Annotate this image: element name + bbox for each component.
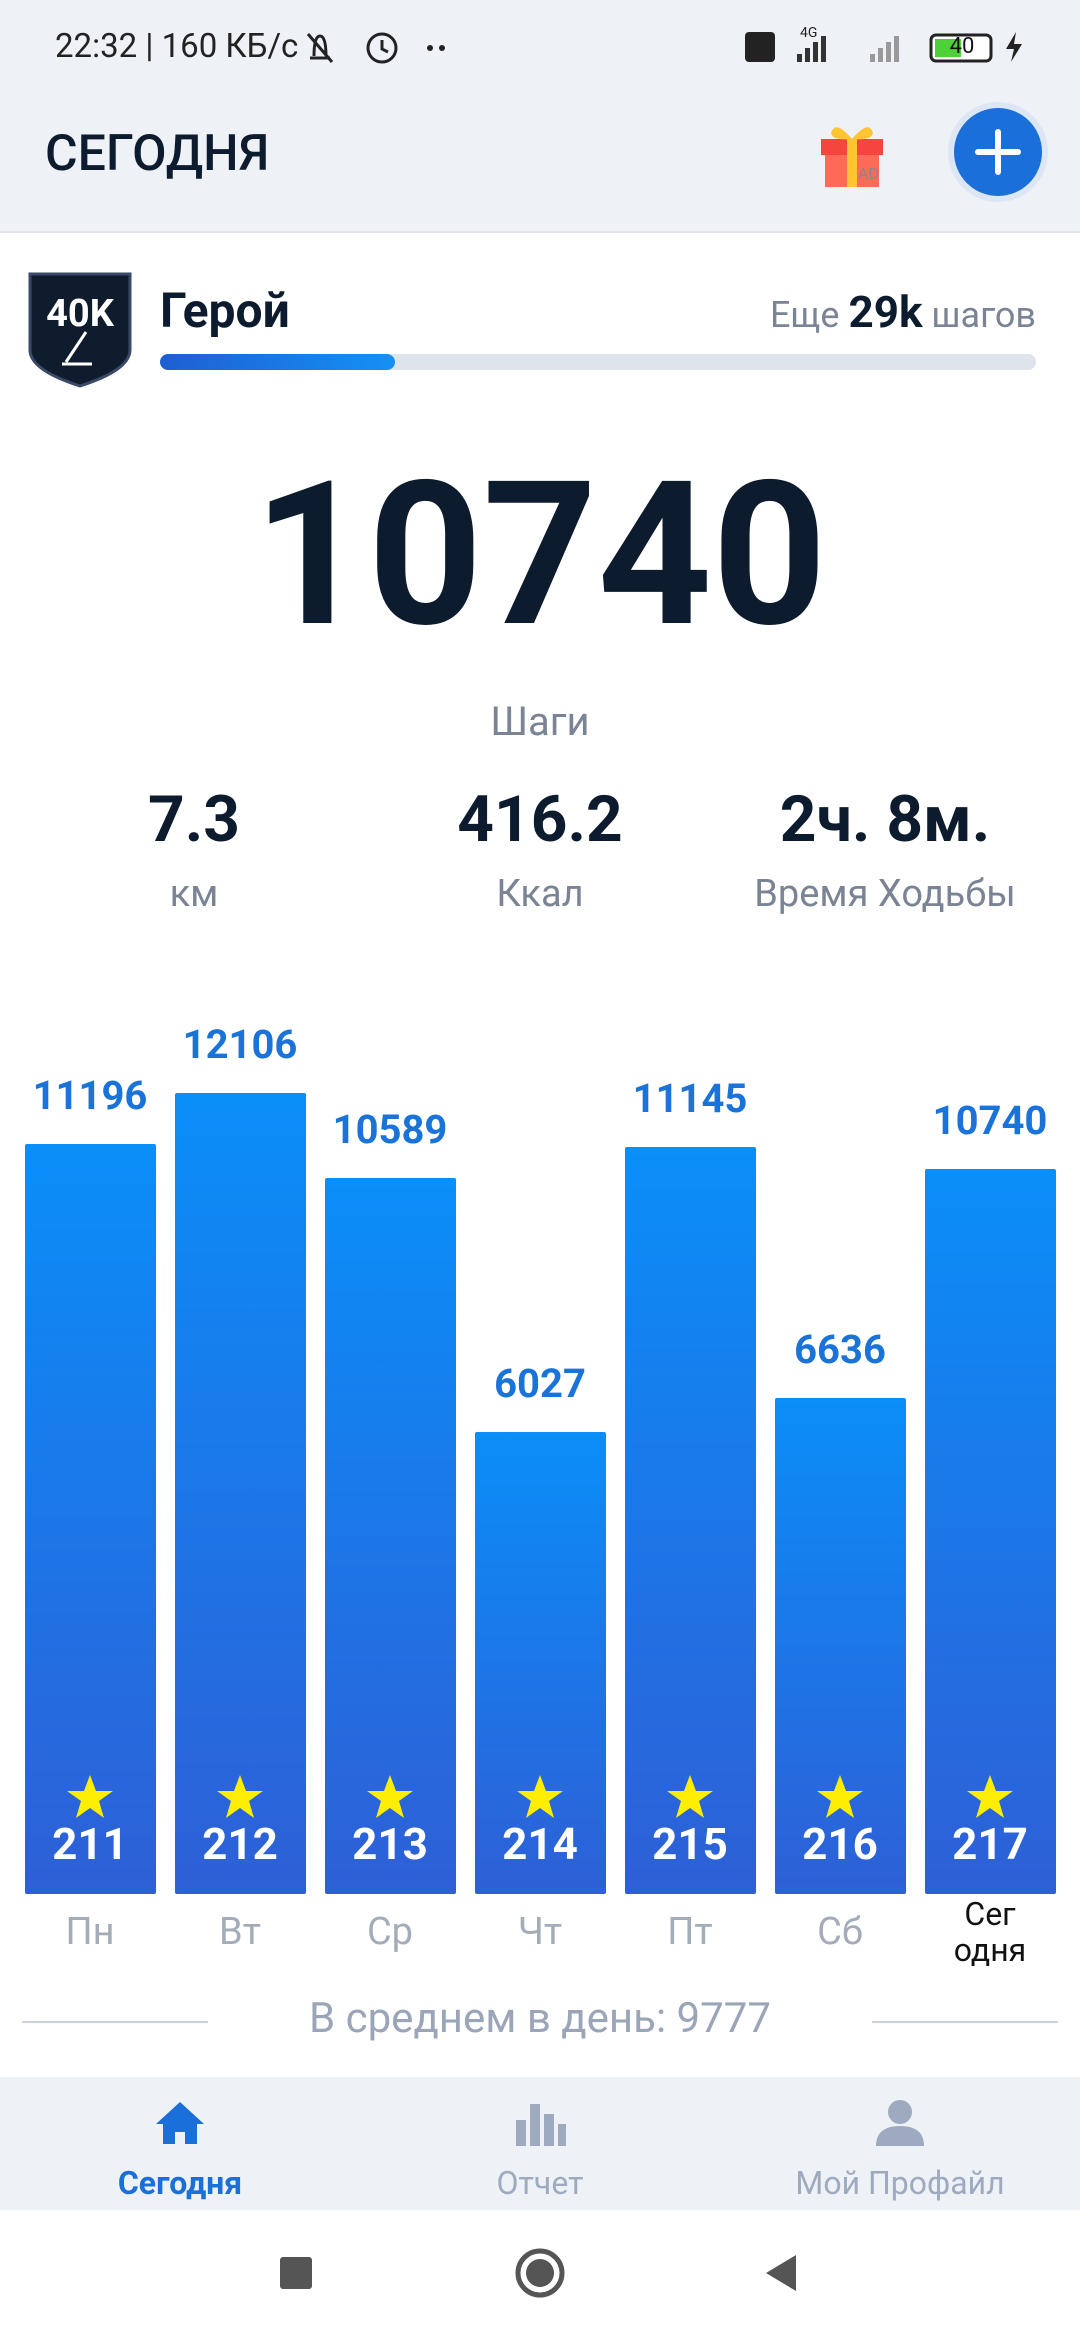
x-tick-label: Ср: [366, 1910, 414, 1954]
bar: [174, 1093, 306, 1894]
value-label: 10740: [932, 1097, 1048, 1145]
divider: [0, 231, 1080, 233]
star-count: 215: [652, 1818, 728, 1870]
steps-total: 10740: [253, 437, 827, 672]
rule-left: [22, 2021, 208, 2023]
rule-right: [872, 2021, 1058, 2023]
average-label: В среднем в день:: [309, 1994, 667, 2043]
level-remaining: Еще 29k шагов: [770, 286, 1036, 338]
value-label: 11145: [632, 1074, 748, 1122]
average-value: 9777: [676, 1994, 771, 2043]
stat-label: Ккал: [496, 872, 584, 916]
remaining-prefix: Еще: [769, 294, 840, 336]
stat-label: Время Ходьбы: [754, 872, 1016, 916]
star-icon: [67, 1775, 113, 1818]
add-button[interactable]: [946, 100, 1050, 204]
status-time: 22:32 | 160 КБ/с: [55, 27, 299, 66]
ad-badge: AD: [858, 164, 879, 183]
status-icons: [306, 32, 445, 64]
bar: [24, 1143, 156, 1894]
stat-value: 416.2: [457, 782, 623, 857]
bar: [474, 1431, 606, 1894]
star-icon: [667, 1775, 713, 1818]
signal-icons: [745, 32, 993, 63]
star-count: 213: [352, 1818, 428, 1870]
page-title: СЕГОДНЯ: [45, 125, 270, 183]
back-button[interactable]: [766, 2255, 796, 2291]
network-type: 4G: [800, 25, 818, 41]
bar: [924, 1169, 1056, 1894]
star-count: 216: [802, 1818, 878, 1870]
value-label: 12106: [182, 1021, 298, 1068]
level-badge-text: 40K: [46, 292, 114, 336]
remaining-value: 29k: [848, 286, 923, 338]
value-label: 6636: [794, 1325, 886, 1373]
remaining-suffix: шагов: [931, 294, 1036, 336]
level-name: Герой: [160, 282, 290, 339]
star-icon: [517, 1775, 563, 1818]
star-icon: [217, 1775, 263, 1818]
nav-icon-profile[interactable]: [874, 2098, 926, 2148]
nav-label[interactable]: Отчет: [496, 2164, 584, 2202]
stat-label: км: [169, 872, 219, 916]
bar: [774, 1397, 906, 1894]
star-count: 211: [52, 1818, 128, 1870]
star-icon: [367, 1775, 413, 1818]
gift-button[interactable]: [815, 115, 895, 190]
x-tick-label: Сб: [817, 1910, 863, 1954]
nav-icon-today[interactable]: [154, 2100, 206, 2146]
x-tick-label: Сег одня: [953, 1895, 1027, 1969]
bar: [324, 1177, 456, 1894]
battery-level: 40: [949, 34, 975, 59]
average: В среднем в день: 9777: [208, 1994, 872, 2043]
level-badge: [28, 272, 132, 388]
value-label: 11196: [32, 1071, 148, 1119]
progress-fill: [160, 354, 395, 370]
stat-value: 7.3: [148, 782, 240, 857]
system-nav: [280, 2248, 796, 2298]
star-count: 212: [202, 1818, 278, 1870]
value-label: 6027: [494, 1359, 586, 1407]
nav-label[interactable]: Сегодня: [117, 2164, 243, 2202]
nav-icon-report[interactable]: [514, 2098, 566, 2148]
x-tick-label: Чт: [517, 1910, 563, 1954]
star-count: 217: [952, 1818, 1028, 1870]
nav-label[interactable]: Мой Профайл: [795, 2164, 1005, 2202]
steps-label: Шаги: [490, 698, 590, 745]
recent-button[interactable]: [280, 2257, 312, 2289]
star-icon: [967, 1775, 1013, 1818]
stat-value: 2ч. 8м.: [779, 782, 991, 857]
progress-track: [160, 354, 1036, 370]
star-count: 214: [502, 1818, 578, 1870]
x-tick-label: Пт: [667, 1910, 713, 1954]
home-button[interactable]: [515, 2248, 565, 2298]
charging-icon: [1006, 32, 1022, 62]
x-tick-label: Вт: [219, 1910, 261, 1954]
value-label: 10589: [332, 1105, 448, 1153]
top-area: [0, 0, 1080, 232]
bar: [624, 1146, 756, 1894]
star-icon: [817, 1775, 863, 1818]
x-tick-label: Пн: [65, 1910, 115, 1954]
